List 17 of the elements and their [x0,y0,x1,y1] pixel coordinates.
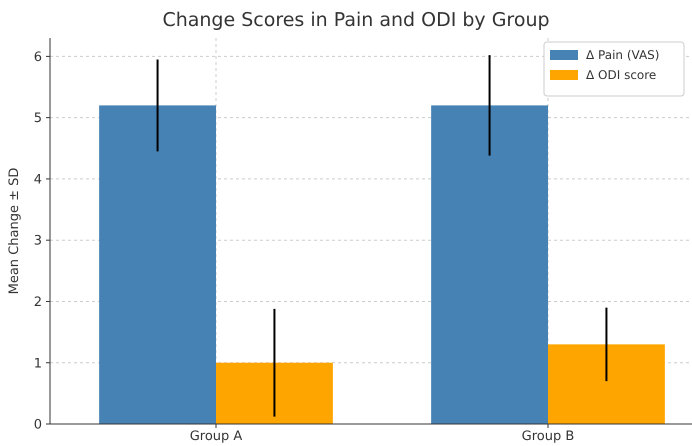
y-tick-label: 0 [34,418,42,433]
y-tick-label: 5 [34,111,42,126]
chart-title: Change Scores in Pain and ODI by Group [162,9,550,31]
y-tick-label: 4 [34,172,42,188]
legend-label: Δ ODI score [586,68,656,82]
y-tick-label: 6 [34,50,42,65]
legend-label: Δ Pain (VAS) [586,48,660,62]
x-tick-label: Group B [522,429,574,444]
bar [99,105,216,424]
bar [216,362,333,424]
bar [431,105,548,424]
x-tick-label: Group A [190,429,242,444]
y-tick-label: 2 [34,295,42,310]
y-axis-title: Mean Change ± SD [7,168,22,294]
y-tick-label: 1 [34,356,42,372]
y-tick-label: 3 [34,234,42,249]
bar [548,344,665,424]
